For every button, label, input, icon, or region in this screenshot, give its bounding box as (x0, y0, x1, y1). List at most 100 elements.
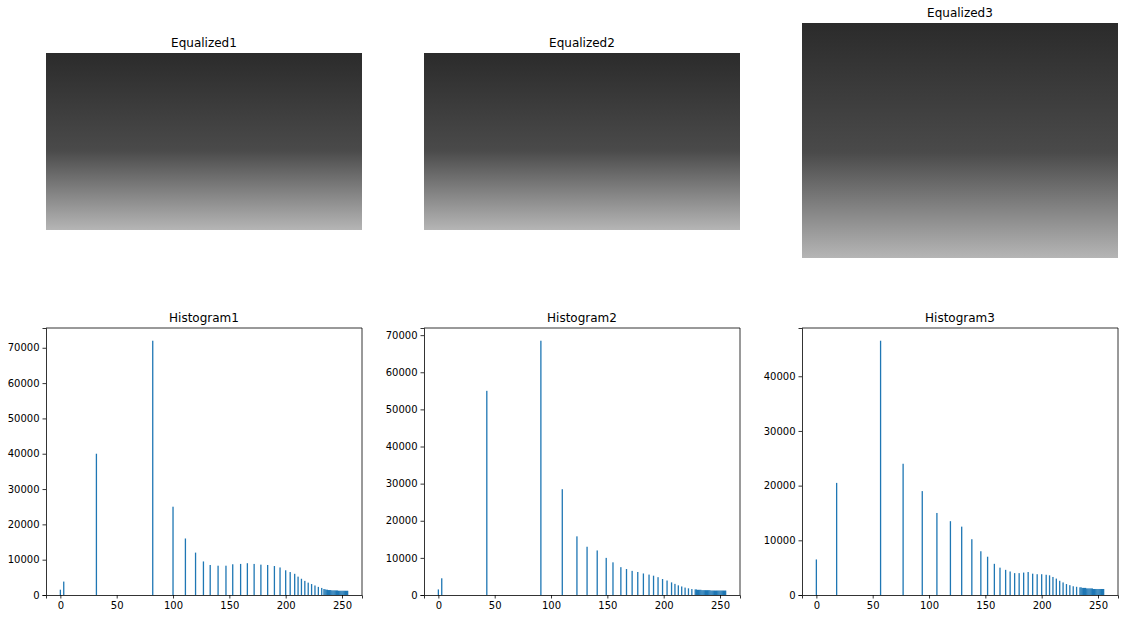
bar (637, 572, 638, 595)
tick-mark (43, 560, 47, 561)
x-axis: 050100150200250 (425, 595, 741, 611)
y-axis: 010000200003000040000 (764, 329, 803, 601)
bar (902, 464, 903, 595)
tick: 20000 (386, 515, 424, 526)
bar (1005, 570, 1006, 595)
tick-label: 0 (436, 600, 442, 611)
bar (696, 589, 697, 595)
bars (816, 341, 1105, 595)
bar (346, 591, 347, 595)
bar (702, 590, 703, 595)
bar (586, 547, 587, 595)
bar (1088, 588, 1089, 595)
bar (336, 590, 337, 595)
bar (562, 489, 563, 595)
bar (304, 581, 305, 595)
tick: 100 (920, 595, 939, 611)
tick-mark (421, 447, 425, 448)
bar (341, 591, 342, 595)
tick-label: 50000 (386, 404, 418, 415)
bar (1100, 589, 1101, 595)
tick-label: 30000 (764, 426, 796, 437)
tick-mark (929, 595, 930, 599)
bar (576, 536, 577, 595)
bar (1103, 589, 1104, 595)
bar (540, 341, 541, 595)
bar (172, 507, 173, 595)
bar (1014, 573, 1015, 595)
bar (648, 575, 649, 595)
bar (217, 566, 218, 595)
tick-label: 250 (1089, 600, 1108, 611)
tick-mark (607, 595, 608, 599)
tick: 0 (58, 595, 64, 611)
bar (326, 590, 327, 595)
bar (1101, 589, 1102, 595)
bar (1062, 582, 1063, 595)
tick-label: 50 (489, 600, 502, 611)
tick-label: 150 (220, 600, 239, 611)
tick: 20000 (764, 480, 802, 491)
tick-mark (421, 558, 425, 559)
bar (880, 341, 881, 595)
bar (1094, 589, 1095, 595)
bar (718, 591, 719, 595)
tick: 0 (814, 595, 820, 611)
bar (324, 589, 325, 595)
bar (1079, 587, 1080, 595)
tick-mark (799, 486, 803, 487)
tick: 0 (411, 590, 424, 601)
tick: 70000 (386, 330, 424, 341)
bar (1097, 589, 1098, 595)
y-axis: 010000200003000040000500006000070000 (386, 329, 425, 601)
bar (1023, 573, 1024, 595)
panel-title: Equalized1 (171, 36, 237, 50)
bar (1093, 589, 1094, 595)
tick: 150 (598, 595, 617, 611)
panel-title: Histogram1 (169, 311, 239, 325)
bars (60, 341, 349, 595)
bar (1096, 589, 1097, 595)
bar (681, 586, 682, 595)
bar (96, 454, 97, 595)
bar (626, 569, 627, 595)
tick: 10000 (386, 553, 424, 564)
tick-label: 100 (164, 600, 183, 611)
axis-line (47, 596, 363, 599)
bar (597, 550, 598, 595)
bar (720, 591, 721, 595)
bar (722, 591, 723, 595)
tick-label: 60000 (8, 378, 40, 389)
bar (1085, 588, 1086, 595)
tick-mark (1042, 595, 1043, 599)
tick: 250 (711, 595, 730, 611)
tick: 100 (164, 595, 183, 611)
tick-mark (173, 595, 174, 599)
bar (1052, 577, 1053, 595)
tick-mark (117, 595, 118, 599)
bar (717, 591, 718, 595)
bar (63, 582, 64, 595)
bar (1028, 572, 1029, 595)
bar (347, 591, 348, 595)
image-placeholder (46, 53, 362, 230)
bar (1069, 585, 1070, 595)
tick: 200 (277, 595, 296, 611)
tick: 50000 (386, 404, 424, 415)
bar (922, 491, 923, 595)
tick-mark (43, 595, 47, 596)
tick: 0 (33, 590, 46, 601)
tick-label: 250 (711, 600, 730, 611)
spine (362, 328, 363, 595)
bar (706, 590, 707, 595)
tick-label: 10000 (386, 553, 418, 564)
bar (240, 564, 241, 595)
tick-label: 50 (867, 600, 880, 611)
bar (707, 590, 708, 595)
tick-mark (421, 372, 425, 373)
tick-label: 150 (598, 600, 617, 611)
bar (1095, 589, 1096, 595)
tick-mark (551, 595, 552, 599)
bar (333, 590, 334, 595)
tick-mark (816, 595, 817, 599)
